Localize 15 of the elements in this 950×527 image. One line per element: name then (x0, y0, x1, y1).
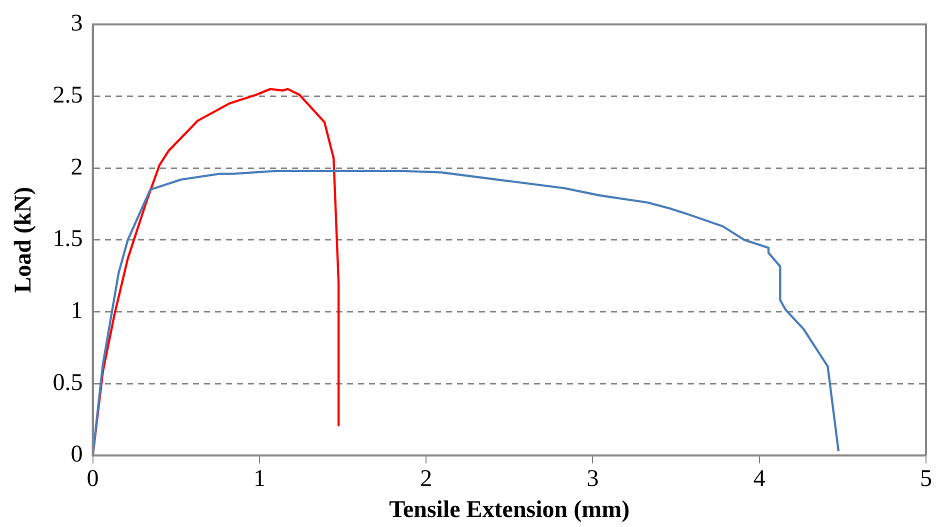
y-tick-label: 0 (70, 442, 83, 468)
x-tick-label: 4 (753, 466, 766, 492)
y-tick-label: 2.5 (52, 82, 83, 109)
y-tick-label: 0.5 (52, 370, 83, 396)
x-axis-title: Tensile Extension (mm) (389, 496, 630, 523)
x-tick-label: 1 (253, 466, 266, 492)
x-tick-label: 5 (920, 466, 932, 492)
y-tick-label: 3 (70, 10, 83, 37)
y-tick-label: 1 (70, 298, 83, 324)
y-tick-label: 2 (70, 154, 83, 180)
x-tick-label: 0 (86, 466, 99, 492)
x-tick-label: 3 (586, 466, 599, 492)
x-tick-label: 2 (420, 466, 432, 492)
y-tick-label: 1.5 (52, 226, 83, 252)
y-axis-title: Load (kN) (10, 186, 37, 293)
